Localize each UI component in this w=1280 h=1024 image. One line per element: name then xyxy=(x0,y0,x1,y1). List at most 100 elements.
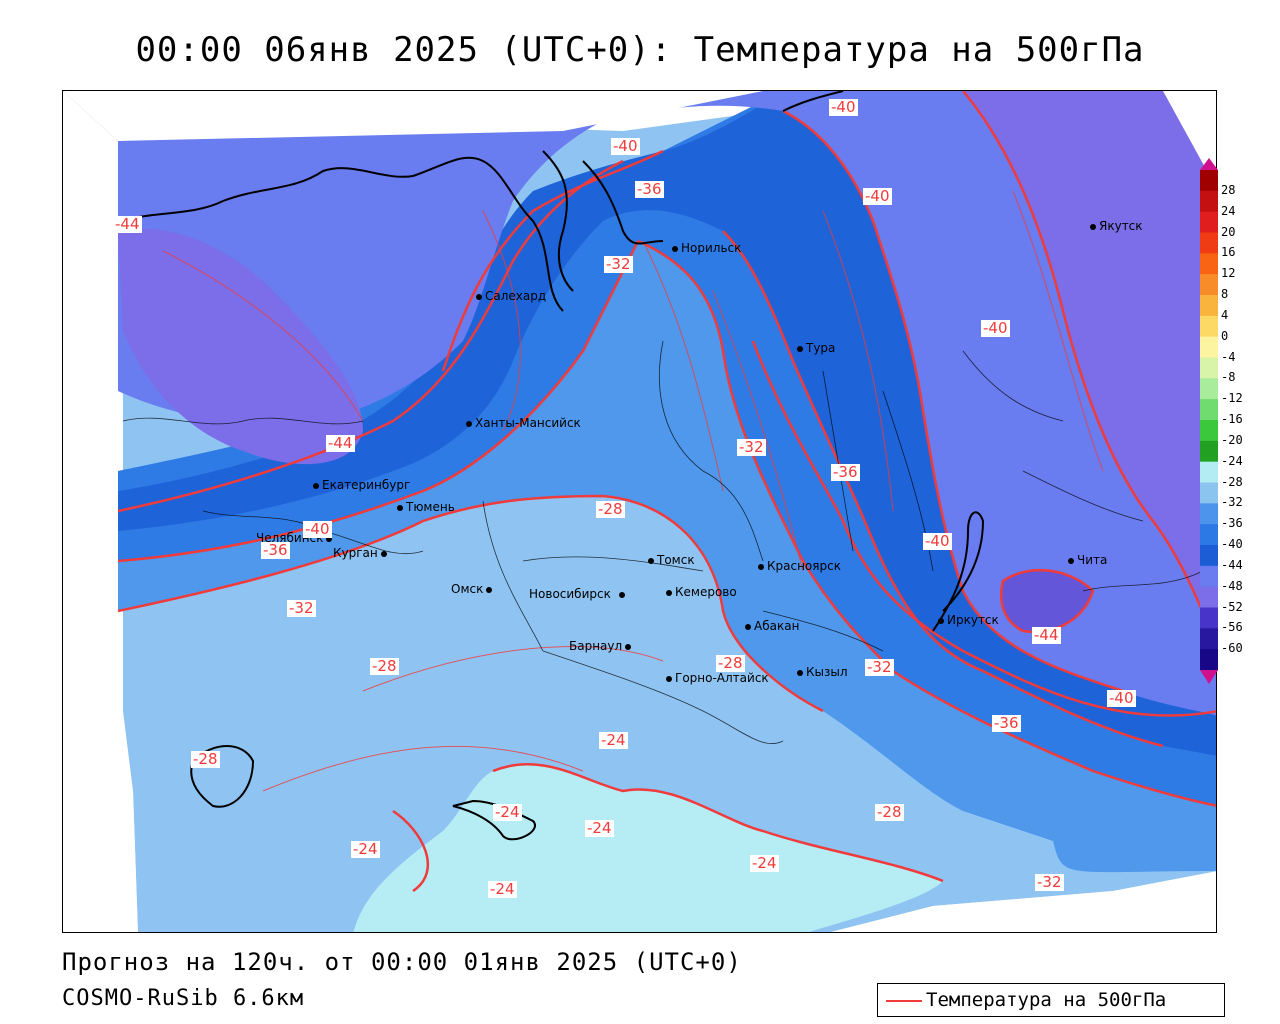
scale-tick-label: 4 xyxy=(1221,307,1229,322)
scale-tick-label: -44 xyxy=(1221,557,1243,572)
scale-tick-label: -4 xyxy=(1221,349,1236,364)
contour-label: -44 xyxy=(326,434,355,452)
scale-swatch xyxy=(1200,440,1218,463)
city-kemerovo: Кемерово xyxy=(666,585,737,599)
scale-swatch xyxy=(1200,607,1218,629)
scale-swatch xyxy=(1200,649,1218,671)
city-kurgan: Курган xyxy=(333,546,390,560)
scale-swatch xyxy=(1200,482,1218,504)
city-yekaterinburg: Екатеринбург xyxy=(313,478,410,492)
city-khanty-mansiysk: Ханты-Мансийск xyxy=(466,416,581,430)
city-irkutsk: Иркутск xyxy=(938,613,999,627)
forecast-info: Прогноз на 120ч. от 00:00 01янв 2025 (UT… xyxy=(62,948,742,976)
scale-tick-label: 20 xyxy=(1221,224,1236,239)
scale-tick-label: -16 xyxy=(1221,412,1243,426)
thick-isotherms xyxy=(117,91,1216,893)
outside-domain-bottom xyxy=(830,871,1216,932)
contour-label: -36 xyxy=(635,180,664,198)
contour-label: -32 xyxy=(1035,873,1064,891)
contour-label: -24 xyxy=(488,880,517,898)
scale-swatch xyxy=(1200,586,1218,608)
contour-label: -24 xyxy=(599,731,628,749)
color-scale-bar xyxy=(1200,158,1218,684)
city-barnaul: Барнаул xyxy=(569,639,634,653)
contour-label: -32 xyxy=(865,658,894,676)
outside-domain-top xyxy=(63,91,763,141)
city-yakutsk: Якутск xyxy=(1090,219,1143,233)
contour-label: -28 xyxy=(875,803,904,821)
contour-label: -40 xyxy=(611,137,640,155)
city-chita: Чита xyxy=(1068,553,1107,567)
contour-label: -40 xyxy=(923,532,952,550)
scale-tick-label: -8 xyxy=(1221,370,1236,385)
scale-swatch xyxy=(1200,190,1218,213)
map-panel: Якутск Норильск Салехард Тура Ханты-Манс… xyxy=(62,90,1217,933)
contour-label: -40 xyxy=(303,520,332,538)
contour-label: -24 xyxy=(750,854,779,872)
contour-label: -40 xyxy=(829,98,858,116)
scale-tick-label: -24 xyxy=(1221,453,1243,468)
city-krasnoyarsk: Красноярск xyxy=(758,559,841,573)
band-m44-east xyxy=(963,91,1216,646)
city-norilsk: Норильск xyxy=(672,241,741,255)
city-tomsk: Томск xyxy=(648,553,695,567)
city-kyzyl: Кызыл xyxy=(797,665,848,679)
map-title: 00:00 06янв 2025 (UTC+0): Температура на… xyxy=(135,30,1145,70)
band-m44-nw xyxy=(118,228,363,465)
scale-tick-label: 12 xyxy=(1221,266,1236,281)
contour-label: -36 xyxy=(261,541,290,559)
city-salekhard: Салехард xyxy=(476,289,546,303)
contour-label: -32 xyxy=(287,599,316,617)
scale-swatch xyxy=(1200,274,1218,296)
scale-tick-label: -56 xyxy=(1221,620,1243,635)
city-abakan: Абакан xyxy=(745,619,799,633)
scale-swatch xyxy=(1200,461,1218,483)
city-gorno-altaysk: Горно-Алтайск xyxy=(666,671,769,685)
city-tyumen: Тюмень xyxy=(397,500,455,514)
contour-label: -24 xyxy=(351,840,380,858)
scale-tick-label: -48 xyxy=(1221,578,1243,593)
scale-swatch xyxy=(1200,315,1218,338)
contour-label: -28 xyxy=(370,657,399,675)
contour-label: -28 xyxy=(716,654,745,672)
scale-tick-label: 16 xyxy=(1221,245,1236,260)
scale-swatch xyxy=(1200,211,1218,233)
coastlines xyxy=(122,91,985,841)
scale-swatch xyxy=(1200,232,1218,254)
scale-tick-label: 28 xyxy=(1221,182,1236,197)
scale-tick-label: -36 xyxy=(1221,516,1243,531)
city-novosibirsk: Новосибирск xyxy=(529,587,628,601)
legend-box: Температура на 500гПа xyxy=(877,983,1225,1017)
scale-tick-label: 8 xyxy=(1221,287,1229,301)
contour-label: -40 xyxy=(981,319,1010,337)
scale-swatch xyxy=(1200,170,1218,192)
scale-swatch xyxy=(1200,378,1218,400)
contour-label: -36 xyxy=(992,714,1021,732)
model-name: COSMO-RuSib 6.6км xyxy=(62,986,305,1011)
contour-label: -24 xyxy=(585,819,614,837)
outside-domain-left xyxy=(63,91,138,932)
city-tura: Тура xyxy=(797,341,835,355)
scale-swatch xyxy=(1200,565,1218,588)
scale-tick-label: -12 xyxy=(1221,391,1243,406)
scale-tick-label: 24 xyxy=(1221,203,1236,218)
scale-tick-label: -32 xyxy=(1221,495,1243,510)
contour-label: -24 xyxy=(493,803,522,821)
contour-label: -36 xyxy=(831,463,860,481)
scale-tick-label: -52 xyxy=(1221,599,1243,614)
scale-tick-label: -28 xyxy=(1221,474,1243,489)
scale-swatch xyxy=(1200,524,1218,546)
scale-tick-label: -40 xyxy=(1221,537,1243,551)
thin-isotherms xyxy=(162,190,1104,792)
scale-tick-label: -20 xyxy=(1221,432,1243,447)
scale-swatch xyxy=(1200,357,1218,379)
scale-swatch xyxy=(1200,295,1218,317)
scale-swatch xyxy=(1200,545,1218,567)
contour-label: -44 xyxy=(1032,626,1061,644)
legend-label: Температура на 500гПа xyxy=(926,989,1167,1011)
contour-label: -28 xyxy=(191,750,220,768)
contour-label: -28 xyxy=(596,500,625,518)
scale-swatch xyxy=(1200,503,1218,525)
band-m28 xyxy=(118,231,1216,873)
scale-tick-label: -60 xyxy=(1221,641,1243,656)
